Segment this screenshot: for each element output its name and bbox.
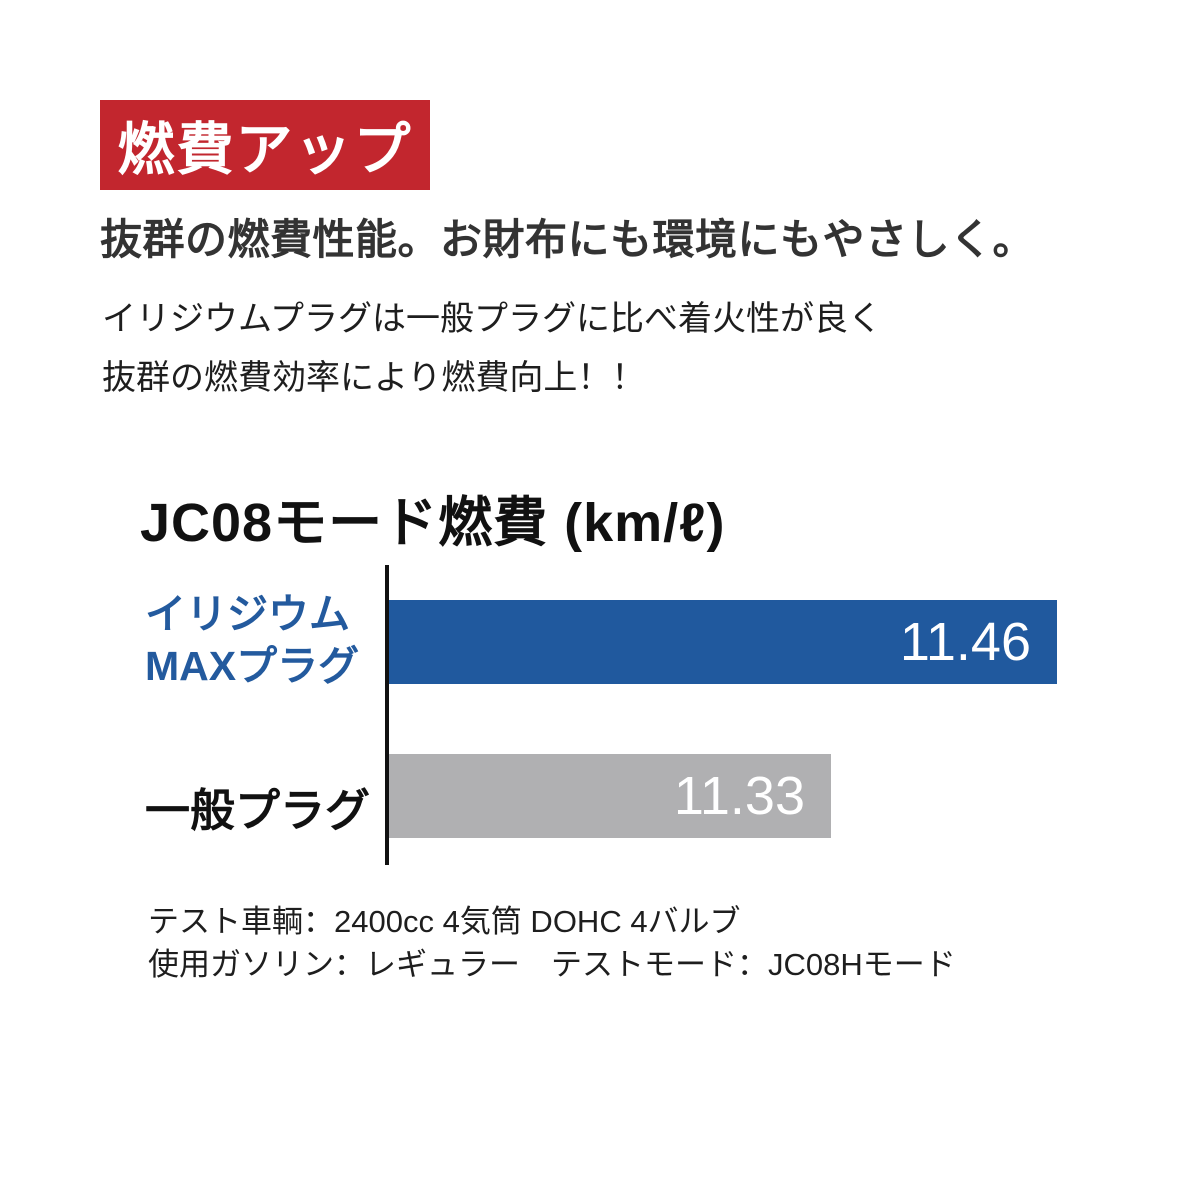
- bar-standard-plug: 11.33: [389, 754, 831, 838]
- bar-label-standard-plug: 一般プラグ: [145, 774, 370, 839]
- footnote-test-vehicle: テスト車輌：2400cc 4気筒 DOHC 4バルブ: [148, 904, 741, 939]
- bar-iridium-max: 11.46: [389, 600, 1057, 684]
- fuel-up-badge: 燃費アップ: [100, 100, 430, 190]
- headline: 抜群の燃費性能。お財布にも環境にもやさしく。: [100, 216, 1036, 263]
- chart-title: JC08モード燃費 (km/ℓ): [140, 493, 726, 553]
- bar-label-iridium-max-line-1: イリジウム: [145, 591, 350, 637]
- fuel-up-badge-label: 燃費アップ: [117, 118, 413, 182]
- bar-label-iridium-max: イリジウム MAXプラグ: [145, 588, 359, 692]
- chart-axis-line: [385, 565, 389, 865]
- description-line-1: イリジウムプラグは一般プラグに比べ着火性が良く: [102, 300, 882, 338]
- bar-value-standard-plug: 11.33: [673, 766, 805, 826]
- description-line-2: 抜群の燃費効率により燃費向上！！: [102, 359, 646, 397]
- bar-label-iridium-max-line-2: MAXプラグ: [145, 643, 360, 689]
- bar-label-standard-plug-line-1: 一般プラグ: [145, 785, 371, 836]
- bar-value-iridium-max: 11.46: [899, 612, 1031, 672]
- footnote-fuel-and-mode: 使用ガソリン：レギュラー テストモード：JC08Hモード: [148, 947, 956, 982]
